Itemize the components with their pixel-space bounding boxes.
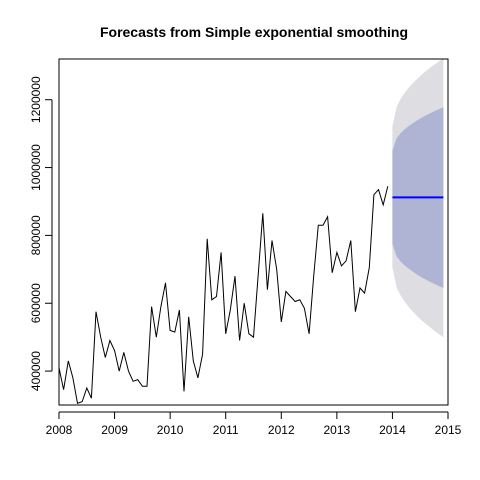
x-tick-label: 2013	[324, 423, 351, 437]
x-axis: 2008 2009 2010 2011 2012 2013 2014 2015	[46, 411, 462, 437]
x-tick-label: 2012	[268, 423, 295, 437]
chart-title: Forecasts from Simple exponential smooth…	[100, 24, 408, 40]
y-tick-label: 400000	[29, 351, 43, 391]
y-tick-label: 800000	[29, 215, 43, 255]
y-tick-label: 1200000	[29, 76, 43, 123]
y-axis: 400000 600000 800000 1000000 1200000	[29, 76, 53, 391]
plot-frame	[58, 58, 449, 406]
x-tick-label: 2014	[379, 423, 406, 437]
x-tick-label: 2010	[157, 423, 184, 437]
x-tick-label: 2015	[435, 423, 462, 437]
history-line	[58, 186, 389, 404]
x-tick-label: 2008	[46, 423, 73, 437]
y-tick-label: 600000	[29, 283, 43, 323]
x-tick-label: 2011	[213, 423, 239, 437]
x-tick-label: 2009	[101, 423, 128, 437]
history-series	[58, 186, 389, 404]
y-tick-label: 1000000	[29, 144, 43, 191]
